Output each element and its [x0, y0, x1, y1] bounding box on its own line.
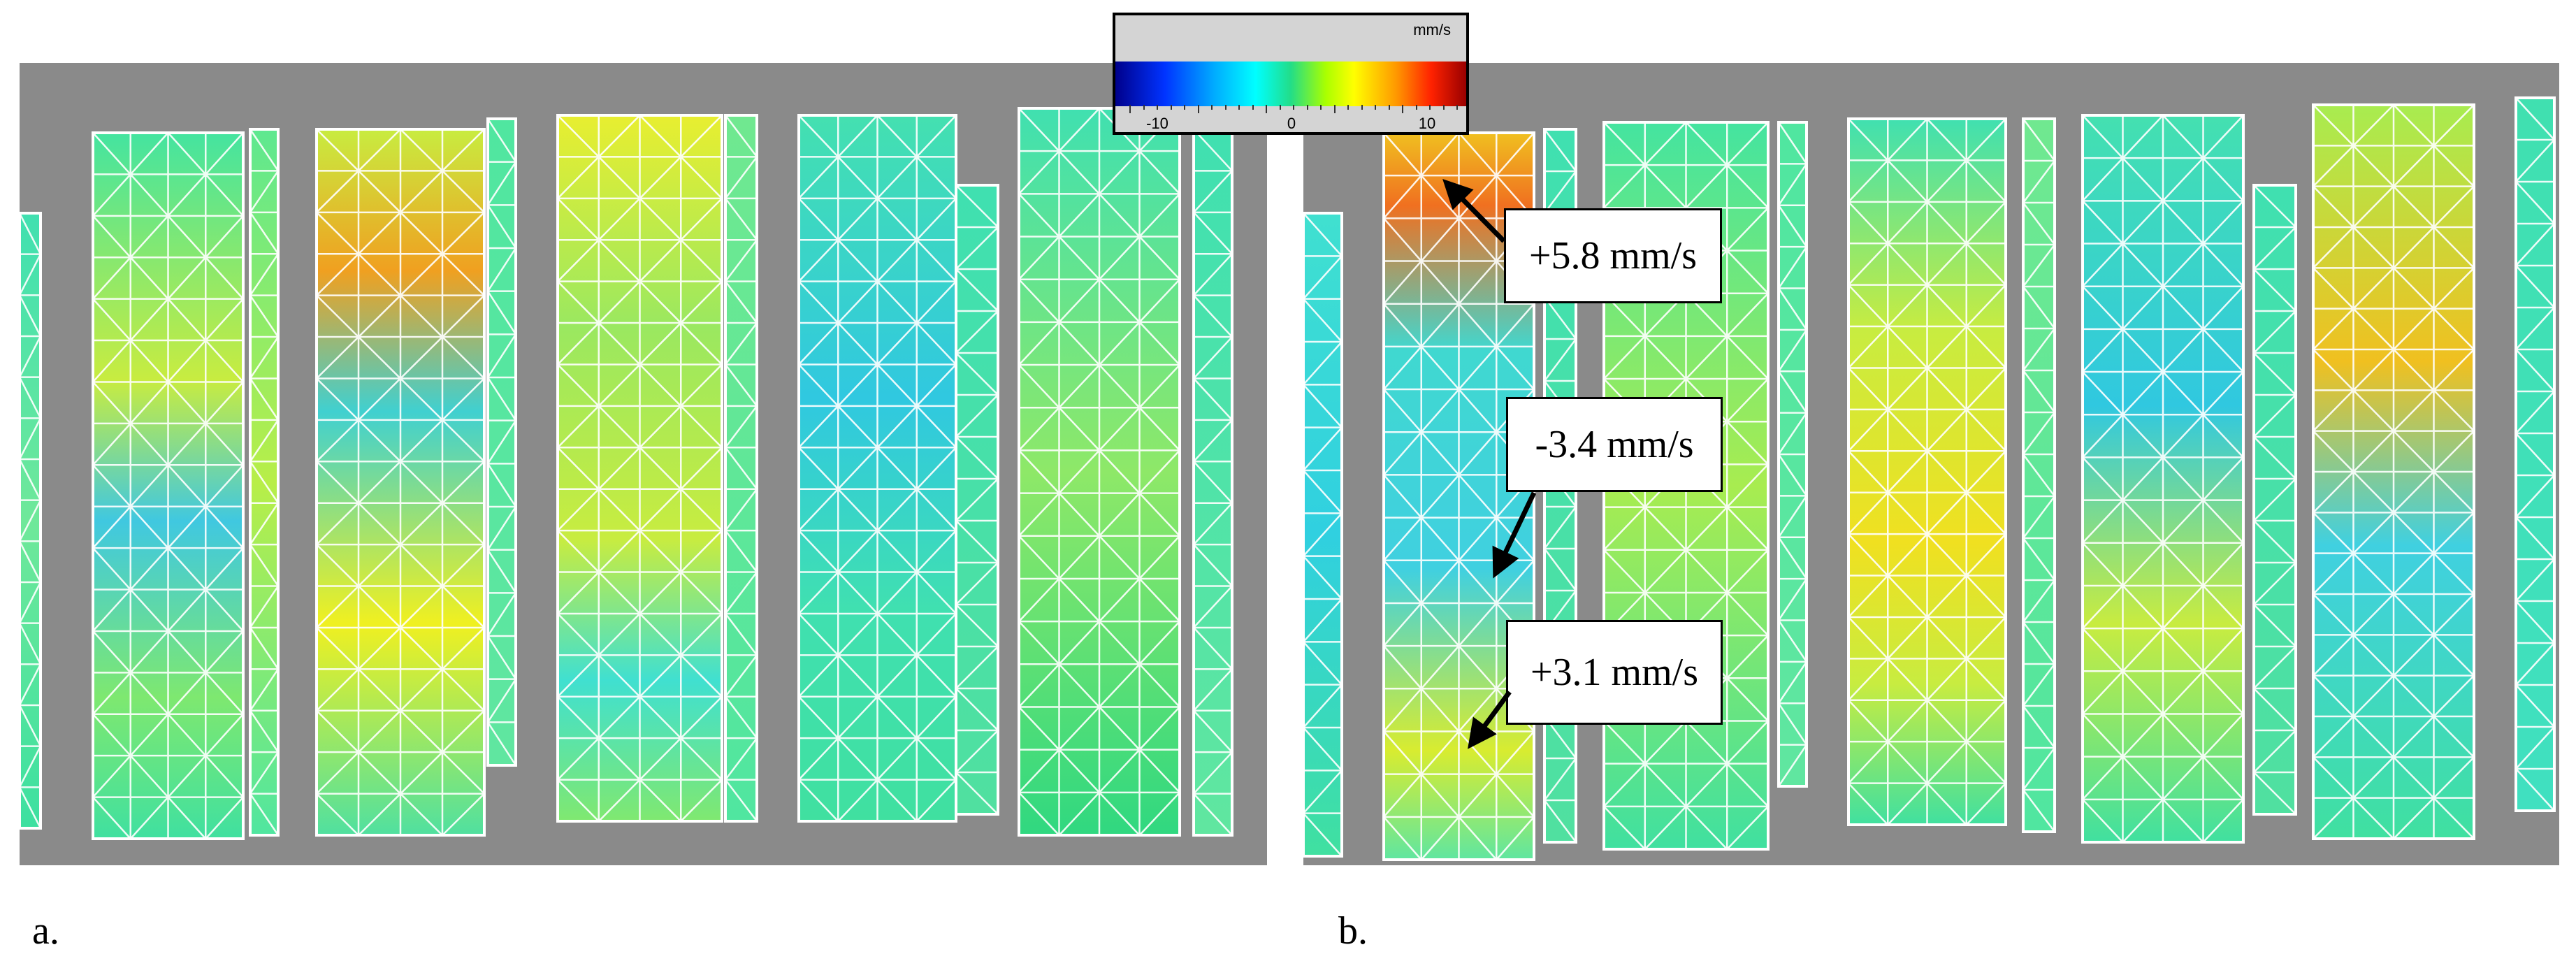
annotation-callout-1: +5.8 mm/s: [1504, 208, 1722, 303]
mesh-strip: [2252, 184, 2297, 816]
color-scale-tick: [1361, 105, 1363, 110]
mesh-strip: [486, 117, 517, 767]
color-scale-tick: [1252, 105, 1254, 110]
color-scale-tick-label-max: 10: [1418, 115, 1436, 132]
mesh-strip: [20, 212, 42, 830]
color-scale-tick: [1375, 105, 1376, 110]
mesh-strip: [2312, 103, 2475, 840]
color-scale-tick: [1143, 105, 1145, 110]
mesh-strip: [724, 114, 758, 823]
mesh-strip: [797, 114, 957, 823]
mesh-strip: [2081, 114, 2245, 844]
color-scale-ticks: [1115, 105, 1466, 113]
velocity-map-panel-a: [20, 63, 1267, 865]
color-scale-tick: [1347, 105, 1349, 110]
mesh-strip: [1303, 212, 1343, 858]
color-scale-tick: [1402, 105, 1403, 113]
mesh-strip: [1192, 128, 1233, 837]
mesh-strip: [92, 131, 245, 840]
color-scale-tick: [1293, 105, 1294, 110]
color-scale-tick: [1442, 105, 1445, 110]
color-scale-tick-label-min: -10: [1146, 115, 1168, 132]
color-scale-tick: [1456, 105, 1458, 110]
mesh-strips-a: [20, 107, 1233, 840]
color-scale-tick: [1211, 105, 1213, 110]
annotation-text-3: +3.1 mm/s: [1530, 651, 1699, 694]
mesh-strip: [1018, 107, 1181, 837]
mesh-strip: [249, 128, 280, 837]
mesh-strip: [2515, 96, 2556, 812]
color-scale-tick: [1429, 105, 1431, 110]
annotation-callout-3: +3.1 mm/s: [1506, 620, 1723, 725]
color-scale-tick: [1224, 105, 1227, 110]
color-scale-tick: [1388, 105, 1390, 110]
mesh-strips-b: [1303, 96, 2556, 861]
color-scale-unit: mm/s: [1413, 21, 1451, 38]
color-scale-tick: [1129, 105, 1131, 113]
mesh-strip: [955, 184, 999, 816]
annotation-text-1: +5.8 mm/s: [1528, 234, 1698, 277]
color-scale-tick: [1279, 105, 1281, 110]
color-scale-legend: mm/s -10 0 10: [1113, 13, 1469, 135]
color-scale-tick: [1415, 105, 1417, 110]
panel-label-b: b.: [1338, 909, 1368, 953]
color-scale-tick: [1266, 105, 1267, 113]
mesh-strip: [1847, 117, 2007, 826]
color-scale-tick: [1197, 105, 1199, 113]
color-scale-tick: [1184, 105, 1185, 110]
mesh-strip: [1777, 121, 1808, 788]
velocity-map-panel-b: [1303, 63, 2559, 865]
panel-label-a: a.: [32, 909, 59, 953]
mesh-strip: [556, 114, 723, 823]
mesh-strip: [2022, 117, 2056, 833]
color-scale-tick: [1157, 105, 1158, 110]
color-scale-tick-label-zero: 0: [1287, 115, 1296, 132]
mesh-strip: [315, 128, 486, 837]
color-scale-tick: [1333, 105, 1336, 113]
color-scale-tick: [1170, 105, 1172, 110]
color-scale-tick: [1238, 105, 1240, 110]
annotation-callout-2: -3.4 mm/s: [1506, 397, 1723, 492]
annotation-text-2: -3.4 mm/s: [1535, 423, 1694, 466]
color-scale-gradient: [1115, 62, 1466, 106]
color-scale-tick: [1320, 105, 1322, 110]
color-scale-tick: [1306, 105, 1308, 110]
